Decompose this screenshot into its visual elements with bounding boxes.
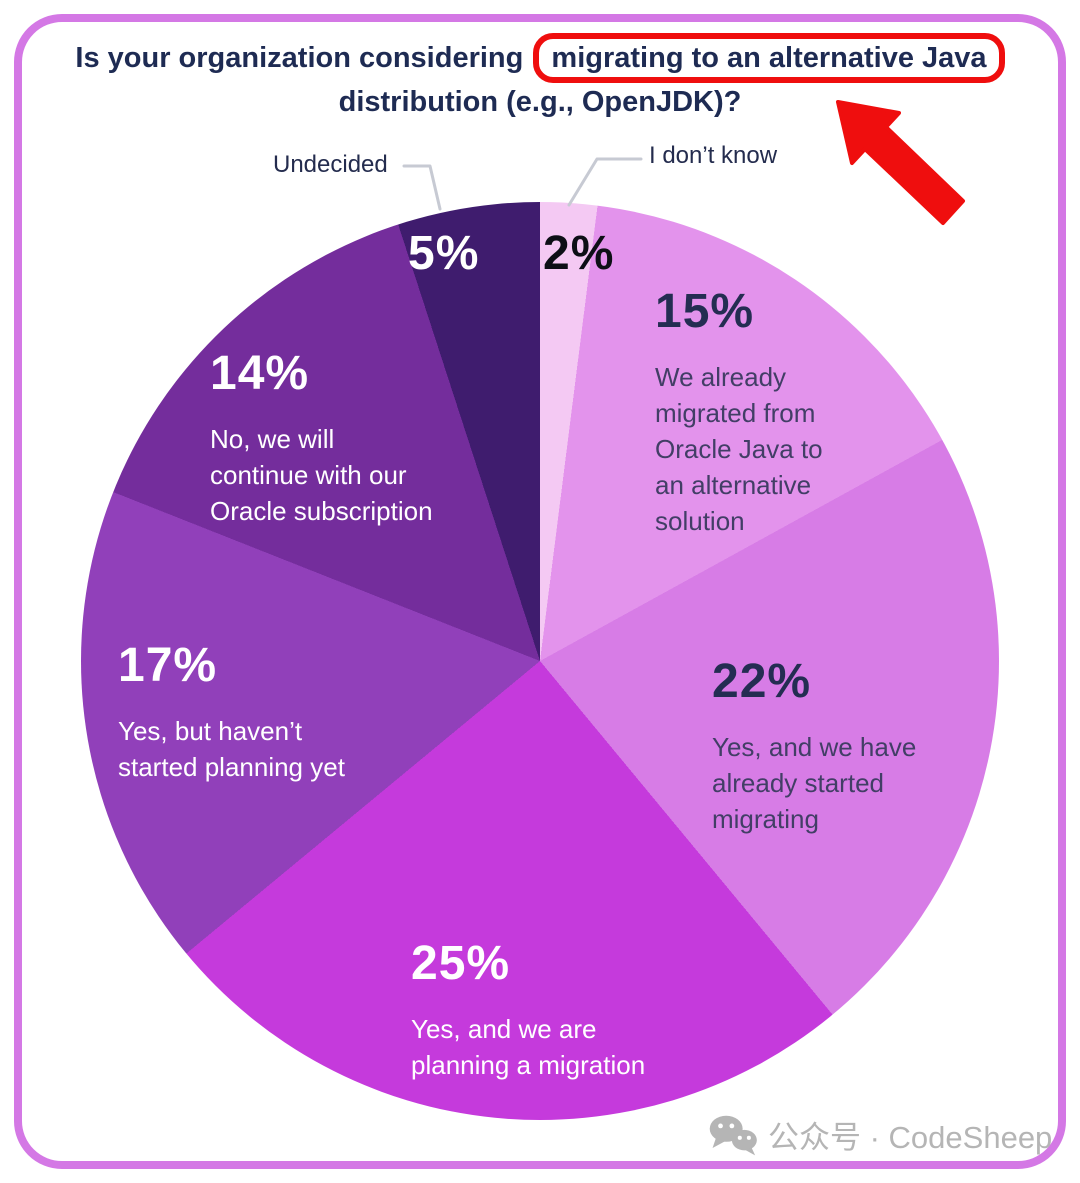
- slice-label-not-started-planning: 17% Yes, but haven’t started planning ye…: [118, 638, 428, 785]
- i-dont-know-leader-line: [567, 157, 643, 207]
- red-arrow-icon: [836, 100, 965, 225]
- chart-title: Is your organization considering migrati…: [0, 33, 1080, 124]
- wechat-icon: [709, 1115, 757, 1155]
- slice-value-started-migrating: 22%: [712, 655, 812, 708]
- slice-desc-started-migrating: Yes, and we have already started migrati…: [712, 732, 917, 834]
- pie-chart: [81, 202, 999, 1120]
- slice-value-already-migrated: 15%: [655, 285, 755, 338]
- red-highlight-box: migrating to an alternative Java: [533, 33, 1005, 83]
- slice-value-not-started-planning: 17%: [118, 639, 218, 692]
- slice-label-already-migrated: 15% We already migrated from Oracle Java…: [655, 284, 925, 539]
- slice-value-planning-migration: 25%: [411, 937, 511, 990]
- watermark: 公众号 · CodeSheep: [708, 1112, 1052, 1157]
- slice-value-continue-oracle: 14%: [210, 347, 310, 400]
- undecided-leader-line: [402, 164, 442, 211]
- callout-undecided-label: Undecided: [273, 151, 388, 178]
- slice-label-started-migrating: 22% Yes, and we have already started mig…: [712, 654, 992, 837]
- slice-desc-already-migrated: We already migrated from Oracle Java to …: [655, 362, 823, 536]
- slice-desc-continue-oracle: No, we will continue with our Oracle sub…: [210, 424, 433, 526]
- callout-i-dont-know-label: I don’t know: [649, 142, 778, 169]
- slice-desc-not-started-planning: Yes, but haven’t started planning yet: [118, 716, 345, 782]
- chart-title-line2: distribution (e.g., OpenJDK)?: [338, 86, 742, 118]
- chart-title-line1: Is your organization considering migrati…: [0, 33, 1080, 83]
- slice-value-i-dont-know: 2%: [543, 227, 615, 280]
- slice-label-continue-oracle: 14% No, we will continue with our Oracle…: [210, 346, 500, 529]
- watermark-text: 公众号 · CodeSheep: [768, 1120, 1053, 1155]
- chart-title-prefix: Is your organization considering: [75, 42, 524, 74]
- slice-desc-planning-migration: Yes, and we are planning a migration: [411, 1014, 646, 1080]
- slice-label-planning-migration: 25% Yes, and we are planning a migration: [411, 936, 721, 1083]
- slice-value-undecided: 5%: [408, 227, 480, 280]
